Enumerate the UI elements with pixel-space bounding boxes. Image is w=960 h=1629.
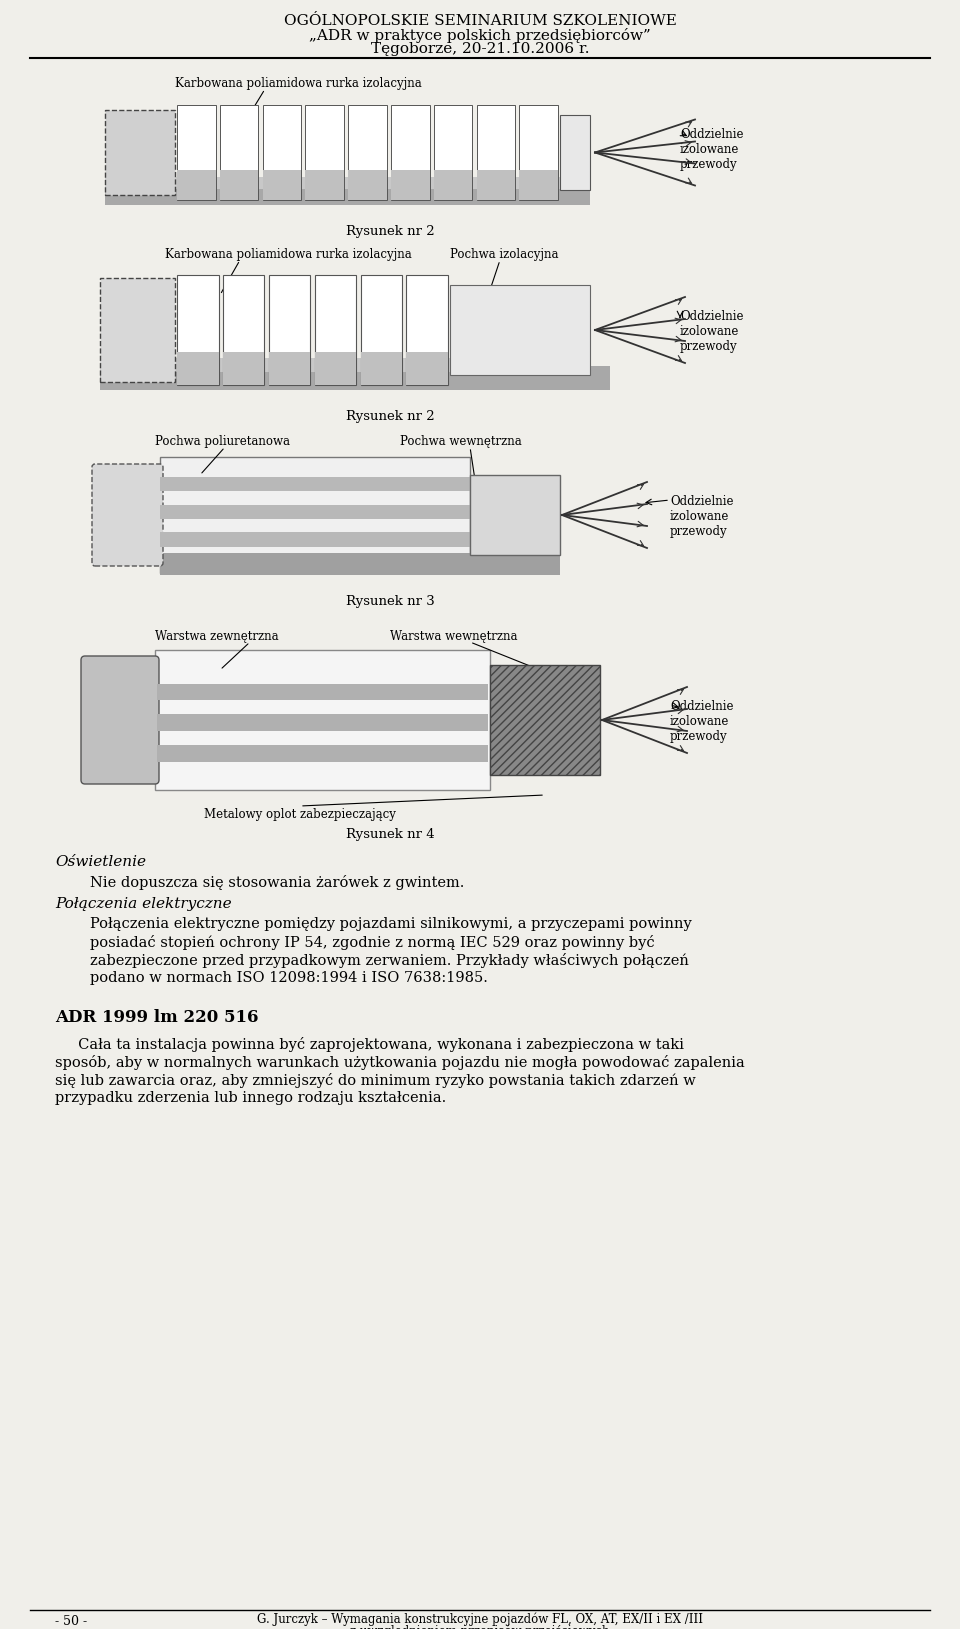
Bar [178,104,216,200]
Text: Metalowy oplot zabezpieczający: Metalowy oplot zabezpieczający [204,808,396,821]
Text: Tęgoborze, 20-21.10.2006 r.: Tęgoborze, 20-21.10.2006 r. [371,42,589,55]
Bar [155,650,490,790]
Text: Pochwa izolacyjna: Pochwa izolacyjna [450,248,559,261]
Text: Połączenia elektryczne: Połączenia elektryczne [55,898,231,911]
Bar [406,352,447,384]
Text: Połączenia elektryczne pomiędzy pojazdami silnikowymi, a przyczepami powinny: Połączenia elektryczne pomiędzy pojazdam… [90,917,692,932]
Text: Oddzielnie
izolowane
przewody: Oddzielnie izolowane przewody [670,495,733,538]
Text: podano w normach ISO 12098:1994 i ISO 7638:1985.: podano w normach ISO 12098:1994 i ISO 76… [90,971,488,986]
Bar [406,275,447,384]
Text: - 50 -: - 50 - [55,1614,87,1627]
FancyBboxPatch shape [81,656,159,784]
Bar [157,715,488,731]
Text: ADR 1999 lm 220 516: ADR 1999 lm 220 516 [55,1008,258,1026]
Text: Rysunek nr 2: Rysunek nr 2 [346,411,434,424]
Text: Rysunek nr 4: Rysunek nr 4 [346,828,434,841]
Bar [361,352,402,384]
Bar [269,275,310,384]
Bar [178,275,219,384]
Bar [223,352,264,384]
Bar [100,279,175,381]
Bar [450,367,610,389]
Bar [450,285,590,375]
Bar [470,476,560,555]
Bar [157,684,488,700]
Bar [220,104,258,200]
Bar [560,116,590,191]
Text: posiadać stopień ochrony IP 54, zgodnie z normą IEC 529 oraz powinny być: posiadać stopień ochrony IP 54, zgodnie … [90,935,655,950]
Bar [105,111,175,195]
Text: „ADR w praktyce polskich przedsiębiorców”: „ADR w praktyce polskich przedsiębiorców… [309,28,651,42]
Text: Oddzielnie
izolowane
przewody: Oddzielnie izolowane przewody [680,310,743,353]
Bar [100,360,450,389]
Bar [519,169,558,200]
Text: przypadku zderzenia lub innego rodzaju kształcenia.: przypadku zderzenia lub innego rodzaju k… [55,1091,446,1104]
Bar [434,169,472,200]
Text: z uwzględnieniem przepisów przejściowych: z uwzględnieniem przepisów przejściowych [350,1624,610,1629]
Text: Karbowana poliamidowa rurka izolacyjna: Karbowana poliamidowa rurka izolacyjna [175,77,421,90]
Text: się lub zawarcia oraz, aby zmniejszyć do minimum ryzyko powstania takich zdarzeń: się lub zawarcia oraz, aby zmniejszyć do… [55,1074,696,1088]
Bar [178,352,219,384]
Text: zabezpieczone przed przypadkowym zerwaniem. Przykłady właściwych połączeń: zabezpieczone przed przypadkowym zerwani… [90,953,689,968]
Bar [391,169,429,200]
Bar [105,179,590,205]
Text: Karbowana poliamidowa rurka izolacyjna: Karbowana poliamidowa rurka izolacyjna [165,248,412,261]
Bar [263,169,301,200]
Text: Warstwa wewnętrzna: Warstwa wewnętrzna [390,630,517,643]
Bar [160,477,470,492]
Bar [348,169,387,200]
Bar [519,104,558,200]
Bar [160,554,560,575]
Bar [305,104,344,200]
FancyBboxPatch shape [92,464,163,565]
Text: Pochwa wewnętrzna: Pochwa wewnętrzna [400,435,521,448]
Text: Cała ta instalacja powinna być zaprojektowana, wykonana i zabezpieczona w taki: Cała ta instalacja powinna być zaprojekt… [55,1038,684,1052]
Text: Oddzielnie
izolowane
przewody: Oddzielnie izolowane przewody [670,700,733,743]
Bar [305,169,344,200]
Text: Nie dopuszcza się stosowania żarówek z gwintem.: Nie dopuszcza się stosowania żarówek z g… [90,875,465,889]
Text: Warstwa zewnętrzna: Warstwa zewnętrzna [155,630,278,643]
Text: OGÓLNOPOLSKIE SEMINARIUM SZKOLENIOWE: OGÓLNOPOLSKIE SEMINARIUM SZKOLENIOWE [283,15,677,28]
Text: Rysunek nr 3: Rysunek nr 3 [346,595,434,608]
Bar [160,505,470,520]
Bar [157,744,488,762]
Text: sposób, aby w normalnych warunkach użytkowania pojazdu nie mogła powodować zapal: sposób, aby w normalnych warunkach użytk… [55,1056,745,1070]
Bar [315,275,356,384]
Bar [348,104,387,200]
Bar [178,169,216,200]
Text: Oświetlenie: Oświetlenie [55,855,146,868]
Bar [100,358,450,371]
Bar [160,458,470,573]
Text: G. Jurczyk – Wymagania konstrukcyjne pojazdów FL, OX, AT, EX/II i EX /III: G. Jurczyk – Wymagania konstrukcyjne poj… [257,1613,703,1626]
Bar [476,169,516,200]
Bar [490,665,600,775]
Bar [269,352,310,384]
Bar [434,104,472,200]
Bar [361,275,402,384]
Bar [391,104,429,200]
Text: Rysunek nr 2: Rysunek nr 2 [346,225,434,238]
Bar [223,275,264,384]
Bar [263,104,301,200]
Text: Pochwa poliuretanowa: Pochwa poliuretanowa [155,435,290,448]
Bar [476,104,516,200]
Bar [315,352,356,384]
Bar [220,169,258,200]
Bar [105,176,590,189]
Text: Oddzielnie
izolowane
przewody: Oddzielnie izolowane przewody [680,127,743,171]
Bar [160,533,470,547]
